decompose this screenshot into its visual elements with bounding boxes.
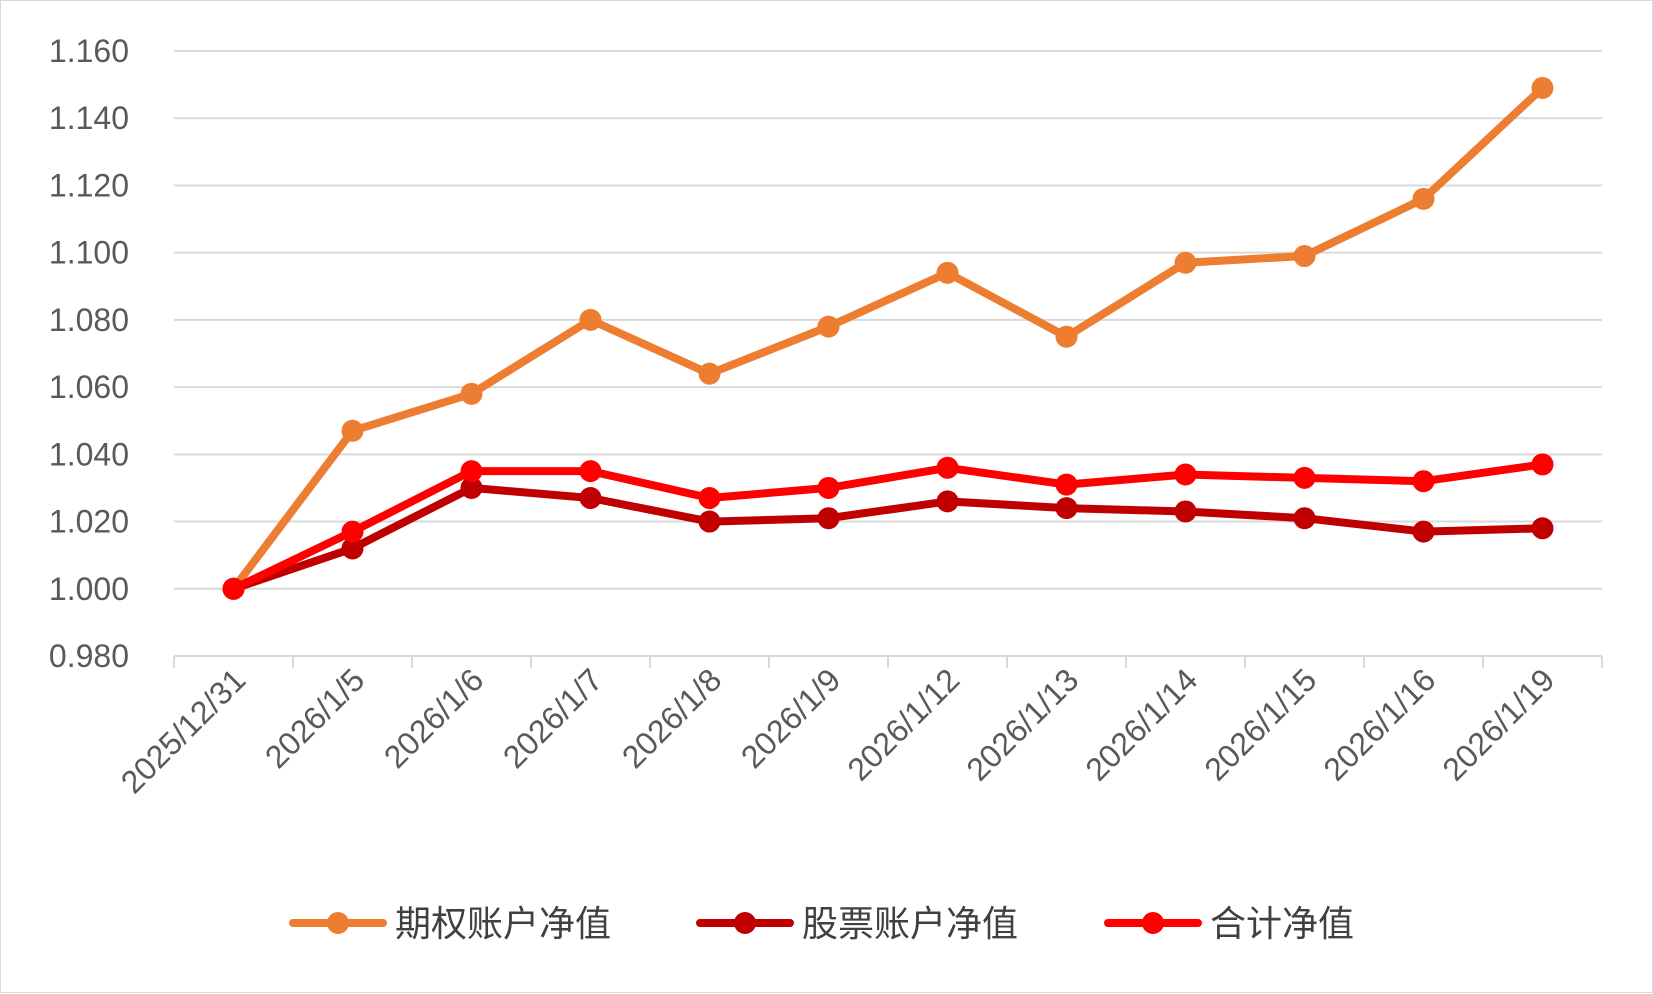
- x-tick-label: 2026/1/19: [1435, 661, 1561, 787]
- data-point: [341, 520, 364, 543]
- data-point: [341, 537, 364, 560]
- y-tick-label: 1.060: [49, 369, 129, 405]
- y-tick-label: 1.160: [49, 33, 129, 69]
- data-point: [1531, 76, 1554, 99]
- data-point: [1293, 466, 1316, 489]
- series-line: [229, 460, 1547, 593]
- data-point: [341, 419, 364, 442]
- legend-item: 期权账户净值: [289, 904, 611, 945]
- data-point: [698, 510, 721, 533]
- data-point: [1055, 497, 1078, 520]
- x-tick-label: 2025/12/31: [114, 661, 253, 800]
- data-point: [1412, 187, 1435, 210]
- y-tick-label: 1.040: [49, 436, 129, 472]
- y-tick-label: 0.980: [49, 638, 129, 674]
- y-tick-label: 1.020: [49, 504, 129, 540]
- legend-swatch-marker: [1142, 912, 1164, 934]
- series-line: [229, 84, 1547, 593]
- data-point: [579, 460, 602, 483]
- x-axis: [173, 655, 1603, 668]
- x-tick-label: 2026/1/6: [377, 661, 491, 775]
- data-point: [1174, 251, 1197, 274]
- legend-swatch-marker: [327, 912, 349, 934]
- data-point: [1174, 500, 1197, 523]
- x-tick-label: 2026/1/14: [1078, 661, 1204, 787]
- data-point: [698, 487, 721, 510]
- data-point: [1293, 507, 1316, 530]
- legend-label: 股票账户净值: [802, 904, 1018, 945]
- data-point: [460, 460, 483, 483]
- legend-item: 股票账户净值: [696, 904, 1018, 945]
- data-point: [1412, 470, 1435, 493]
- legend-item: 合计净值: [1104, 904, 1354, 945]
- y-tick-label: 1.000: [49, 571, 129, 607]
- x-tick-label: 2026/1/5: [258, 661, 372, 775]
- series-2: [222, 476, 1554, 600]
- data-point: [817, 476, 840, 499]
- y-axis-tick-labels: 0.980 1.000 1.020 1.040 1.060 1.080 1.100 1.120…: [49, 33, 129, 674]
- series-lines: [222, 76, 1554, 600]
- data-point: [936, 490, 959, 513]
- data-point: [1055, 473, 1078, 496]
- data-point: [1055, 325, 1078, 348]
- data-point: [579, 487, 602, 510]
- legend-label: 合计净值: [1210, 904, 1354, 945]
- x-tick-label: 2026/1/8: [615, 661, 729, 775]
- series-3: [222, 453, 1554, 600]
- x-tick-label: 2026/1/9: [734, 661, 848, 775]
- legend: 期权账户净值 股票账户净值 合计净值: [289, 904, 1354, 945]
- x-tick-label: 2026/1/7: [496, 661, 610, 775]
- series-line: [229, 483, 1547, 593]
- data-point: [817, 507, 840, 530]
- data-point: [698, 362, 721, 385]
- data-point: [1531, 517, 1554, 540]
- y-tick-label: 1.100: [49, 235, 129, 271]
- legend-label: 期权账户净值: [395, 904, 611, 945]
- x-axis-tick-labels: 2025/12/31 2026/1/5 2026/1/6 2026/1/7 2026/1…: [114, 661, 1562, 800]
- data-point: [460, 476, 483, 499]
- data-point: [222, 577, 245, 600]
- data-point: [1531, 453, 1554, 476]
- x-tick-label: 2026/1/15: [1197, 661, 1323, 787]
- data-point: [817, 315, 840, 338]
- data-point: [1293, 245, 1316, 268]
- data-point: [1174, 463, 1197, 486]
- legend-swatch-marker: [734, 912, 756, 934]
- y-tick-label: 1.140: [49, 100, 129, 136]
- y-tick-label: 1.120: [49, 167, 129, 203]
- x-tick-label: 2026/1/16: [1316, 661, 1442, 787]
- data-point: [1412, 520, 1435, 543]
- data-point: [579, 308, 602, 331]
- data-point: [936, 261, 959, 284]
- x-tick-label: 2026/1/12: [840, 661, 966, 787]
- y-tick-label: 1.080: [49, 302, 129, 338]
- data-point: [460, 382, 483, 405]
- x-tick-label: 2026/1/13: [959, 661, 1085, 787]
- data-point: [936, 456, 959, 479]
